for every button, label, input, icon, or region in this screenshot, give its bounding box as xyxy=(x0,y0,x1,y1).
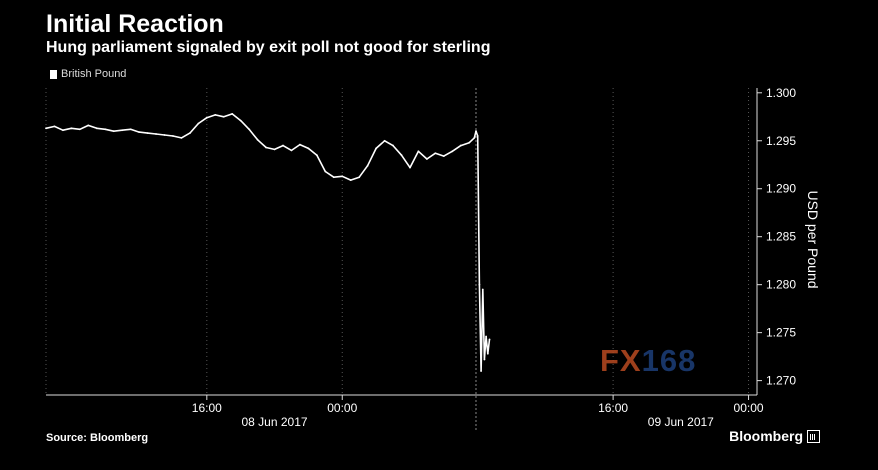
data-point-0-8 xyxy=(112,130,115,133)
data-point-0-16 xyxy=(180,136,183,139)
data-point-0-28 xyxy=(282,144,284,147)
data-point-0-53 xyxy=(476,135,479,137)
data-point-0-4 xyxy=(78,128,81,131)
data-point-0-45 xyxy=(425,158,428,160)
y-tick-label-4: 1.290 xyxy=(766,182,796,196)
data-point-0-11 xyxy=(138,131,141,134)
legend-swatch-british-pound xyxy=(50,69,57,79)
data-point-0-43 xyxy=(409,166,411,169)
data-point-0-24 xyxy=(248,128,251,131)
data-point-0-48 xyxy=(451,150,454,153)
chart-subtitle: Hung parliament signaled by exit poll no… xyxy=(46,39,491,56)
data-point-0-39 xyxy=(375,147,378,150)
data-point-0-41 xyxy=(392,144,394,147)
data-point-0-10 xyxy=(129,128,132,131)
data-point-0-1 xyxy=(53,125,56,128)
data-point-0-54 xyxy=(478,283,481,286)
data-point-0-59 xyxy=(486,352,489,355)
data-point-0-42 xyxy=(400,154,403,157)
x-date-label-0: 08 Jun 2017 xyxy=(242,415,308,429)
data-point-0-37 xyxy=(358,176,361,179)
data-point-0-15 xyxy=(172,135,174,137)
watermark-part-fx: FX xyxy=(600,343,642,378)
bloomberg-logo: Bloomberg xyxy=(729,428,820,444)
bloomberg-chart-icon xyxy=(807,429,820,443)
y-tick-label-2: 1.280 xyxy=(766,278,796,292)
watermark-part-168: 168 xyxy=(641,343,697,378)
data-point-0-38 xyxy=(366,164,369,167)
y-tick-label-0: 1.270 xyxy=(766,374,796,388)
series-line-british-pound xyxy=(45,113,491,372)
data-point-0-36 xyxy=(349,179,352,182)
data-point-0-5 xyxy=(87,124,90,127)
chart-title: Initial Reaction xyxy=(46,10,224,38)
y-tick-label-6: 1.300 xyxy=(766,86,796,100)
data-point-0-44 xyxy=(417,150,420,153)
data-point-0-32 xyxy=(315,154,318,157)
data-point-0-40 xyxy=(383,139,386,142)
x-tick-label-2: 16:00 xyxy=(598,401,628,415)
data-point-0-60 xyxy=(488,338,491,341)
x-tick-label-1: 00:00 xyxy=(327,401,357,415)
source-note: Source: Bloomberg xyxy=(46,432,149,444)
data-point-0-6 xyxy=(95,127,98,130)
x-date-label-1: 09 Jun 2017 xyxy=(648,415,714,429)
data-point-0-49 xyxy=(459,144,462,147)
y-tick-label-5: 1.295 xyxy=(766,134,796,148)
x-tick-label-0: 16:00 xyxy=(192,401,222,415)
data-point-0-46 xyxy=(434,152,437,155)
legend-label-british-pound: British Pound xyxy=(61,68,127,80)
label-layer: 1.270 1.275 1.280 1.285 1.290 1.295 1.300 16:00… xyxy=(192,86,821,429)
data-point-0-23 xyxy=(239,119,242,122)
data-point-0-30 xyxy=(299,143,301,146)
data-point-0-29 xyxy=(290,149,293,152)
data-point-0-26 xyxy=(265,146,267,149)
data-point-0-35 xyxy=(341,175,344,178)
data-point-0-47 xyxy=(442,155,445,158)
grid-layer xyxy=(45,88,750,430)
bloomberg-wordmark: Bloomberg xyxy=(729,428,803,444)
axis-layer xyxy=(46,88,762,400)
data-point-0-31 xyxy=(307,147,310,150)
data-point-0-52 xyxy=(475,130,477,133)
fx168-watermark: FX168 xyxy=(600,343,696,379)
data-point-0-0 xyxy=(45,127,47,130)
data-point-0-13 xyxy=(155,133,157,135)
data-point-0-27 xyxy=(273,148,276,151)
data-point-0-51 xyxy=(473,136,476,139)
data-point-0-33 xyxy=(324,170,327,173)
data-point-0-22 xyxy=(231,113,234,115)
data-point-0-7 xyxy=(104,128,107,131)
data-point-0-56 xyxy=(481,288,484,291)
data-point-0-50 xyxy=(468,141,471,144)
data-point-0-19 xyxy=(205,116,208,119)
data-point-0-25 xyxy=(256,138,259,141)
y-axis-title: USD per Pound xyxy=(805,190,821,288)
y-tick-label-1: 1.275 xyxy=(766,326,796,340)
data-point-0-3 xyxy=(70,127,73,130)
series-layer xyxy=(45,113,491,372)
y-tick-label-3: 1.285 xyxy=(766,230,796,244)
data-point-0-20 xyxy=(214,113,217,116)
chart-legend: British Pound xyxy=(50,68,126,80)
data-point-0-55 xyxy=(480,370,482,372)
data-point-0-18 xyxy=(197,122,200,125)
data-point-0-14 xyxy=(163,134,166,136)
data-point-0-9 xyxy=(121,129,124,132)
x-tick-label-3: 00:00 xyxy=(734,401,764,415)
data-point-0-58 xyxy=(485,335,488,338)
data-point-0-34 xyxy=(332,176,335,179)
data-point-0-2 xyxy=(62,129,64,132)
data-point-0-21 xyxy=(222,115,225,118)
data-point-0-17 xyxy=(188,132,191,134)
data-point-0-12 xyxy=(146,132,149,134)
data-point-0-57 xyxy=(483,358,486,361)
